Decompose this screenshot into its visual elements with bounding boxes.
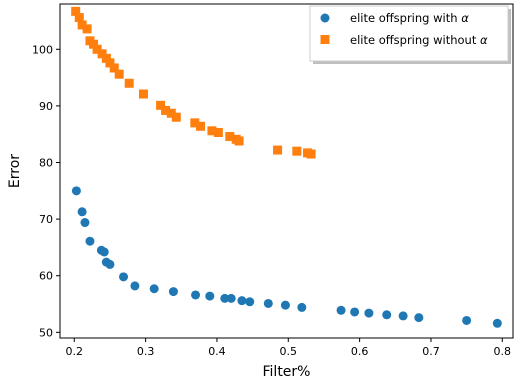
point-without-alpha [97,49,107,59]
point-without-alpha [114,69,124,79]
point-without-alpha [89,39,99,49]
legend: elite offspring with α elite offspring w… [309,5,511,64]
x-axis-label: Filter% [263,364,311,380]
point-without-alpha [109,63,119,73]
legend-marker-without-alpha [320,35,330,44]
y-axis-label: Error [7,154,23,188]
point-without-alpha [74,13,84,23]
point-without-alpha [213,128,223,138]
data-points [71,6,502,328]
point-with-alpha [462,315,472,325]
point-without-alpha [166,108,176,118]
x-axis-ticks: 0.2 0.3 0.4 0.5 0.6 0.7 0.8 [66,338,512,358]
point-with-alpha [191,290,201,300]
point-with-alpha [237,296,247,306]
point-with-alpha [220,293,230,303]
point-without-alpha [92,44,102,54]
point-without-alpha [77,20,87,30]
point-with-alpha [226,293,236,303]
point-with-alpha [350,307,360,317]
y-tick-label: 50 [39,326,53,339]
y-tick-label: 70 [39,213,53,226]
x-tick-label: 0.7 [422,345,440,358]
point-with-alpha [105,259,115,269]
x-tick-label: 0.2 [66,345,84,358]
point-without-alpha [225,131,235,141]
point-without-alpha [190,118,200,128]
point-with-alpha [364,308,374,318]
legend-marker-with-alpha [320,13,330,23]
point-with-alpha [205,291,215,301]
plot-area-frame [59,3,514,339]
point-with-alpha [398,311,408,321]
y-tick-label: 90 [39,100,53,113]
point-without-alpha [82,24,92,34]
point-without-alpha [196,121,206,131]
point-with-alpha [99,247,109,257]
point-without-alpha [207,126,217,136]
point-without-alpha [124,78,134,88]
point-with-alpha [382,310,392,320]
x-tick-label: 0.8 [494,345,512,358]
x-tick-label: 0.5 [280,345,298,358]
point-without-alpha [161,105,171,115]
point-without-alpha [71,6,81,16]
point-with-alpha [280,300,290,310]
point-with-alpha [414,313,424,323]
point-without-alpha [234,136,244,146]
point-with-alpha [245,297,255,307]
x-tick-label: 0.3 [137,345,155,358]
point-without-alpha [171,112,181,122]
point-with-alpha [297,302,307,312]
point-with-alpha [71,186,81,196]
point-with-alpha [336,305,346,315]
y-axis-ticks: 50 60 70 80 90 100 [32,43,60,339]
point-with-alpha [118,272,128,282]
point-with-alpha [130,281,140,291]
point-with-alpha [263,298,273,308]
point-without-alpha [306,149,316,159]
point-without-alpha [273,145,283,155]
legend-label-without-alpha: elite offspring without α [350,33,488,47]
point-without-alpha [101,53,111,63]
y-tick-label: 100 [32,43,53,56]
point-with-alpha [149,284,159,294]
point-with-alpha [492,318,502,328]
point-with-alpha [85,236,95,246]
x-tick-label: 0.4 [208,345,226,358]
point-with-alpha [77,207,87,217]
point-without-alpha [105,58,115,68]
point-with-alpha [80,218,90,228]
point-with-alpha [168,287,178,297]
y-tick-label: 60 [39,270,53,283]
y-tick-label: 80 [39,157,53,170]
point-without-alpha [292,146,302,156]
x-tick-label: 0.6 [351,345,369,358]
legend-label-with-alpha: elite offspring with α [350,11,469,25]
point-without-alpha [156,100,166,110]
legend-frame [309,5,509,62]
point-without-alpha [138,89,148,99]
